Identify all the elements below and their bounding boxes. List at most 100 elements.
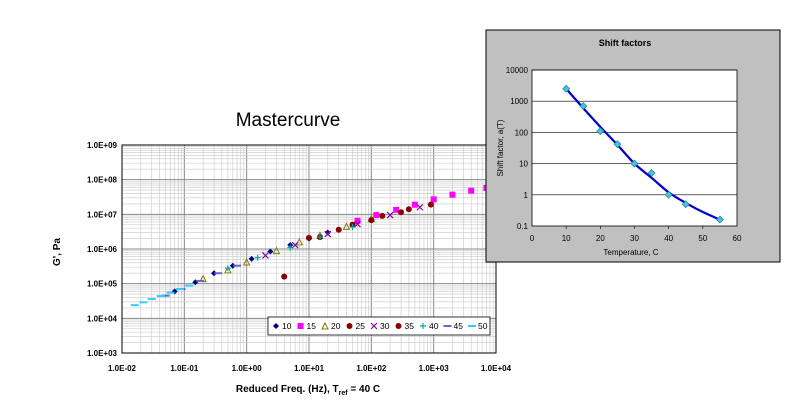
y-tick-label: 10 (519, 160, 528, 169)
x-tick-label: 40 (664, 234, 673, 243)
data-point-series-10 (267, 248, 274, 255)
legend-label-20: 20 (331, 321, 341, 331)
legend-label-10: 10 (282, 321, 292, 331)
legend-marker-25 (346, 323, 353, 329)
shift-factors-x-axis-label: Temperature, C (603, 248, 658, 257)
x-tick-label: 10 (562, 234, 571, 243)
shift-factors-title: Shift factors (599, 38, 652, 48)
data-point-series-40 (224, 265, 231, 272)
x-tick-label: 60 (733, 234, 742, 243)
shift-factor-point (715, 215, 724, 224)
x-tick-label: 20 (596, 234, 605, 243)
mastercurve-y-tick-labels: 1.0E+03 1.0E+04 1.0E+05 1.0E+06 1.0E+07 1.0E+… (87, 141, 118, 358)
x-tick-label: 1.0E+03 (419, 364, 450, 373)
legend-marker-40 (420, 323, 426, 329)
x-tick-label: 1.0E+00 (232, 364, 263, 373)
data-point-series-30 (262, 252, 269, 259)
shift-factor-point (630, 159, 639, 168)
legend-marker-15 (297, 323, 304, 329)
data-point-series-20 (242, 257, 251, 266)
data-point-series-35 (398, 209, 405, 216)
shift-factor-fit-curve (565, 88, 721, 221)
x-label-main: Reduced Freq. (Hz), T (236, 384, 339, 395)
shift-factors-plot-area (531, 69, 738, 227)
y-tick-label: 1.0E+07 (87, 210, 118, 219)
data-point-series-15 (430, 196, 437, 203)
y-tick-label: 1 (524, 191, 529, 200)
legend-label-45: 45 (454, 321, 464, 331)
mastercurve-x-axis-label: Reduced Freq. (Hz), Tref = 40 C (236, 384, 380, 397)
legend-box (267, 316, 491, 336)
mastercurve-data-points (130, 184, 490, 307)
x-tick-label: 30 (630, 234, 639, 243)
mastercurve-y-axis-label: G', Pa (52, 238, 63, 266)
legend-label-50: 50 (478, 321, 488, 331)
data-point-series-15 (468, 187, 475, 194)
data-point-series-40 (316, 234, 323, 241)
legend-label-25: 25 (356, 321, 366, 331)
shift-factor-point (613, 140, 622, 149)
mastercurve-title: Mastercurve (236, 110, 341, 131)
data-point-series-20 (272, 246, 281, 255)
x-tick-label: 1.0E+01 (294, 364, 325, 373)
shift-factor-point (681, 200, 690, 209)
legend-marker-10 (273, 323, 279, 329)
data-point-series-10 (324, 229, 331, 236)
data-point-series-30 (324, 230, 332, 238)
y-tick-label: 10000 (506, 66, 529, 75)
x-tick-label: 0 (530, 234, 535, 243)
data-point-series-30 (386, 211, 394, 219)
legend-label-15: 15 (307, 321, 317, 331)
shift-factor-point (596, 127, 605, 136)
shift-factor-point (664, 190, 673, 199)
data-point-series-40 (254, 254, 261, 261)
data-point-series-40 (349, 224, 356, 231)
data-point-series-30 (416, 203, 424, 211)
y-tick-label: 1.0E+04 (87, 314, 118, 323)
data-point-series-25 (281, 273, 288, 280)
shift-factors-data-points (562, 84, 724, 224)
data-point-series-35 (306, 234, 312, 241)
shift-factors-y-tick-labels: 0.1 1 10 100 1000 10000 (506, 66, 529, 231)
y-tick-label: 1000 (510, 97, 528, 106)
shift-factor-point (562, 84, 571, 93)
legend-label-40: 40 (429, 321, 439, 331)
x-label-subscript: ref (339, 390, 349, 397)
data-point-series-10 (229, 262, 236, 269)
data-point-series-15 (411, 201, 418, 208)
y-tick-label: 1.0E+05 (87, 280, 118, 289)
shift-factors-y-axis-label: Shift factor, a(T) (496, 119, 505, 176)
data-point-series-35 (335, 226, 342, 233)
data-point-series-35 (427, 201, 434, 208)
data-point-series-25 (405, 206, 412, 213)
data-point-series-15 (393, 206, 400, 213)
legend-label-30: 30 (380, 321, 390, 331)
data-point-series-25 (379, 212, 386, 219)
legend-label-35: 35 (405, 321, 415, 331)
data-point-series-20 (224, 265, 232, 274)
x-tick-label: 1.0E+04 (481, 364, 512, 373)
shift-factors-x-tick-labels: 0 10 20 30 40 50 60 (530, 234, 742, 243)
y-tick-label: 1.0E+09 (87, 141, 118, 150)
data-point-series-15 (449, 191, 456, 198)
data-point-series-35 (368, 217, 375, 224)
shift-factor-point (647, 169, 656, 177)
y-tick-label: 100 (515, 128, 529, 137)
shift-factor-point (579, 102, 588, 110)
data-point-series-15 (373, 212, 380, 219)
shift-factors-chart: Shift factors 0 10 20 30 40 50 60 0.1 1 10 100 100… (485, 29, 781, 263)
x-tick-label: 50 (698, 234, 707, 243)
data-point-series-40 (287, 244, 294, 251)
legend-marker-20 (321, 321, 329, 330)
legend-marker-30 (370, 322, 378, 330)
mastercurve-x-tick-labels: 1.0E-02 1.0E-01 1.0E+00 1.0E+01 1.0E+02 1.0E+… (108, 364, 512, 373)
mastercurve-legend: 10 15 20 25 30 35 40 45 50 (267, 316, 491, 336)
data-point-series-20 (342, 222, 351, 230)
x-tick-label: 1.0E-01 (170, 364, 199, 373)
x-label-tail: = 40 C (348, 384, 381, 395)
y-tick-label: 1.0E+06 (87, 245, 118, 254)
y-tick-label: 0.1 (517, 222, 529, 231)
data-point-series-10 (248, 255, 255, 262)
legend-marker-35 (395, 323, 402, 329)
